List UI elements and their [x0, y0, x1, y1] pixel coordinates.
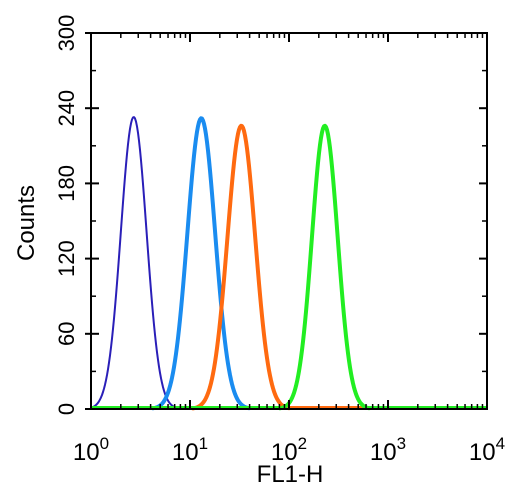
plot-area	[90, 116, 488, 411]
x-tick-label: 101	[172, 434, 208, 466]
x-tick-label: 102	[271, 434, 307, 466]
x-tick-label: 100	[73, 434, 109, 466]
y-tick-label: 0	[54, 403, 79, 415]
y-tick-label: 180	[54, 165, 79, 202]
plot-frame	[90, 32, 488, 410]
histogram-series-4	[90, 123, 488, 411]
y-tick-label: 60	[54, 322, 79, 346]
y-tick-label: 300	[54, 15, 79, 52]
x-tick-label: 103	[370, 434, 406, 466]
axes: 100 101 102 103 104 0 60 120 180 240 300	[54, 15, 505, 466]
histogram-series-3	[90, 123, 488, 411]
histogram-series-1	[90, 116, 487, 410]
x-axis-title: FL1-H	[257, 461, 324, 488]
y-tick-label: 240	[54, 90, 79, 127]
x-tick-label: 104	[469, 434, 505, 466]
y-axis-title: Counts	[13, 185, 40, 261]
histogram-series-2	[90, 116, 488, 411]
y-tick-label: 120	[54, 240, 79, 277]
